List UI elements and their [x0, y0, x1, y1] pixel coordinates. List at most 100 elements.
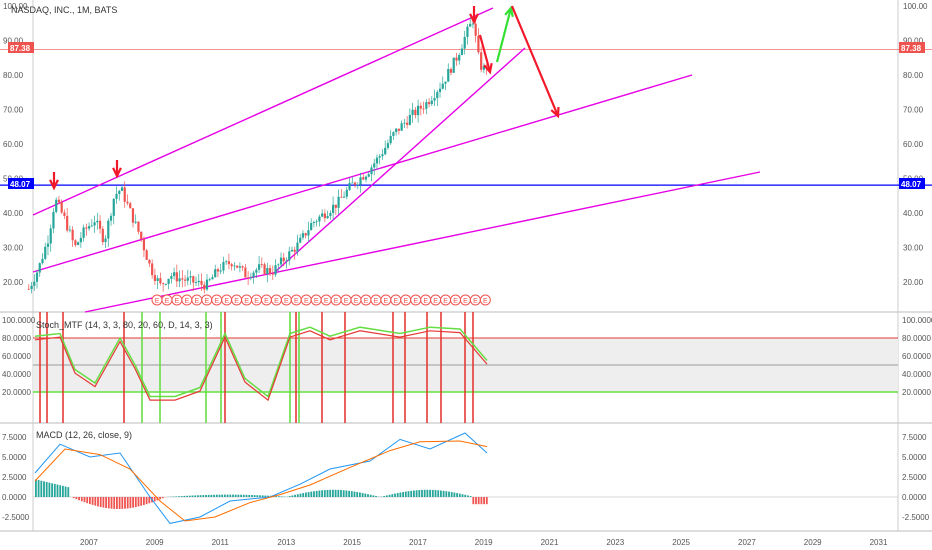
macd-histogram-bar	[278, 496, 280, 497]
price-tick-right: 80.00	[903, 71, 924, 80]
macd-histogram-bar	[226, 494, 229, 497]
candle	[74, 240, 77, 245]
macd-histogram-bar	[294, 494, 296, 497]
candle	[230, 264, 233, 267]
candle	[96, 220, 99, 223]
time-tick: 2007	[80, 538, 98, 547]
candle	[41, 258, 44, 264]
macd-histogram-bar	[215, 494, 218, 497]
macd-histogram-bar	[234, 494, 237, 497]
projected-rise-arrow[interactable]	[495, 7, 513, 63]
annotations-layer	[49, 5, 560, 191]
candle	[455, 57, 458, 61]
candle	[46, 243, 50, 247]
macd-histogram-bar	[323, 490, 326, 497]
price-axes[interactable]: 100.00 100.00 90.00 90.00 80.00 80.00 70.00 70.…	[2, 2, 932, 522]
candle	[263, 264, 266, 274]
macd-histogram-bar	[472, 497, 475, 505]
price-tick-left: 60.00	[3, 140, 24, 149]
macd-histogram-bar	[251, 494, 253, 497]
candle	[395, 128, 398, 133]
macd-histogram-bar	[334, 489, 337, 497]
drop-arrow[interactable]	[478, 34, 492, 73]
earnings-letter: E	[443, 298, 448, 305]
candle	[27, 288, 30, 290]
macd-histogram-bar	[261, 495, 264, 497]
earnings-letter: E	[204, 298, 209, 305]
macd-histogram-bar	[59, 485, 62, 497]
candle	[249, 277, 252, 279]
lower-channel-line[interactable]	[84, 171, 761, 313]
earnings-letter: E	[344, 298, 349, 305]
macd-histogram-bar	[89, 497, 91, 505]
macd-histogram-bar	[307, 492, 310, 497]
projected-fall-arrow[interactable]	[510, 5, 560, 117]
steep-trendline[interactable]	[274, 47, 526, 273]
macd-histogram-bar	[361, 493, 364, 497]
candle	[118, 190, 121, 194]
candle	[93, 222, 96, 226]
macd-tick-left: 7.5000	[2, 433, 27, 442]
macd-histogram-bar	[45, 481, 48, 497]
macd-histogram-bar	[40, 480, 43, 497]
candle	[159, 278, 162, 284]
macd-histogram-bar	[350, 491, 353, 497]
candle	[151, 263, 154, 276]
macd-histogram-bar	[396, 493, 399, 497]
earnings-letter: E	[264, 298, 269, 305]
macd-histogram-bar	[113, 497, 116, 509]
stoch-signal-bar	[224, 312, 226, 423]
svg-text:48.07: 48.07	[901, 180, 922, 189]
macd-histogram-bar	[299, 493, 302, 497]
macd-histogram-bar	[375, 496, 377, 497]
candle	[175, 272, 178, 282]
earnings-letter: E	[224, 298, 229, 305]
macd-line	[34, 432, 488, 524]
price-tick-right: 60.00	[903, 140, 924, 149]
candle	[194, 282, 198, 283]
candle	[129, 203, 132, 209]
candle	[131, 208, 135, 223]
candle	[227, 261, 231, 265]
stoch-d-line	[34, 330, 488, 402]
macd-histogram-bar	[442, 490, 445, 497]
candle	[425, 102, 428, 109]
macd-histogram-bar	[218, 494, 221, 497]
candle	[247, 277, 250, 279]
macd-histogram-bar	[78, 497, 80, 501]
macd-histogram-bar	[469, 496, 472, 497]
earnings-letter: E	[234, 298, 239, 305]
macd-histogram-bar	[402, 492, 404, 497]
macd-histogram-bar	[383, 496, 386, 497]
upper-channel-line[interactable]	[32, 7, 494, 216]
time-tick: 2017	[409, 538, 427, 547]
earnings-letter: E	[254, 298, 259, 305]
macd-histogram-bar	[480, 497, 483, 505]
candle	[104, 238, 107, 243]
macd-histogram-bar	[116, 497, 118, 509]
stoch-signal-bar	[123, 312, 125, 423]
peak-marker-2008-head	[112, 167, 122, 179]
macd-histogram-bar	[48, 482, 51, 497]
candle	[30, 285, 33, 289]
candle	[126, 201, 129, 204]
macd-histogram-bar	[199, 495, 202, 497]
candle	[244, 267, 247, 278]
candle	[469, 23, 472, 27]
earnings-marker[interactable]	[479, 294, 491, 306]
stoch-signal-bar	[159, 312, 161, 423]
macd-histogram-bar	[188, 495, 191, 497]
macd-histogram-bar	[232, 494, 234, 497]
earnings-letter: E	[453, 298, 458, 305]
candle	[85, 227, 88, 229]
candle	[337, 196, 340, 208]
macd-panel	[33, 432, 898, 524]
candle	[334, 204, 337, 208]
svg-text:87.38: 87.38	[901, 44, 922, 53]
macd-histogram-bar	[464, 494, 467, 497]
macd-histogram-bar	[426, 489, 429, 497]
stoch-signal-bar	[404, 312, 406, 423]
time-axis[interactable]: 2007 2009 2011 2013 2015 2017 2019 2021 2023 2025…	[80, 538, 888, 547]
